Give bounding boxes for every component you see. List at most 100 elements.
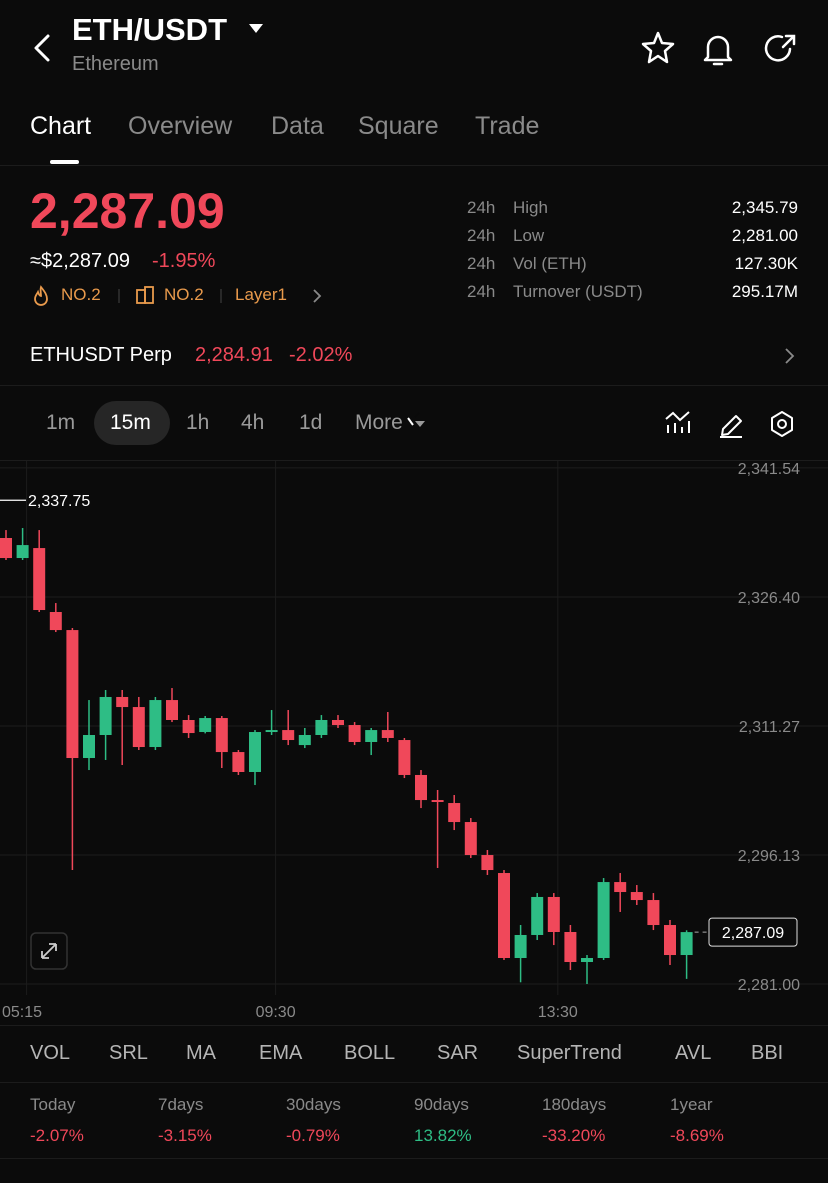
indicator[interactable]: MA [186,1042,216,1064]
indicator[interactable]: SAR [437,1042,479,1064]
back-icon[interactable] [34,34,50,62]
share-icon[interactable] [764,35,792,62]
y-tick-label: 2,281.00 [738,977,800,994]
alert-icon[interactable] [703,35,733,66]
candle-body [464,822,477,856]
divider [0,385,828,386]
candle-body [564,932,577,963]
candle-body [232,752,245,772]
candle-body [182,719,195,734]
candle-body [630,892,643,901]
candle-body [16,545,29,559]
stat-label: Turnover (USDT) [513,282,643,301]
candle-body [249,732,261,772]
indicator[interactable]: BOLL [344,1042,396,1064]
candle-body [132,707,145,748]
high-marker-label: 2,337.75 [28,493,90,510]
divider [0,460,828,461]
x-tick-label: 09:30 [256,1004,296,1021]
y-tick-label: 2,326.40 [738,590,800,607]
indicator[interactable]: AVL [675,1042,712,1064]
candle-body [166,700,178,720]
price-change: -1.95% [152,250,216,272]
candle-body [581,958,593,963]
perp-name[interactable]: ETHUSDT Perp [30,344,172,366]
favorite-icon[interactable] [641,31,675,64]
settings-icon[interactable] [771,411,793,437]
interval[interactable]: 4h [241,411,265,434]
candle-body [398,740,411,775]
indicator[interactable]: EMA [259,1042,303,1064]
tab[interactable]: Trade [475,112,540,140]
y-tick-label: 2,341.54 [738,461,800,478]
candle-body [481,855,494,871]
candle-body [99,696,112,736]
candle-body [199,718,212,733]
perp-arrow[interactable] [780,344,800,368]
candle-body [531,896,544,935]
pair-subtitle: Ethereum [72,53,159,75]
candle-body [215,718,228,753]
candle-body [381,730,394,738]
stat-value: 2,281.00 [731,226,798,245]
candle-body [116,696,129,708]
tag[interactable]: NO.2 [164,285,204,304]
tab[interactable]: Overview [128,112,233,140]
usd-price: ≈$2,287.09 [30,250,130,272]
candle-body [415,774,427,801]
candle-body [66,630,79,759]
chart-tools [407,411,793,438]
tag[interactable]: NO.2 [61,285,101,304]
stat-label: Vol (ETH) [513,254,587,273]
tab[interactable]: Chart [30,112,92,140]
interval[interactable]: More [355,411,403,434]
candle-body [647,900,660,926]
period: 30days [286,1095,341,1114]
interval[interactable]: 1m [46,411,76,434]
last-price: 2,287.09 [30,183,225,239]
pair-title[interactable]: ETH/USDT [72,12,227,47]
indicator-icon[interactable] [665,411,690,422]
stat-value: 295.17M [731,282,798,301]
stat-period: 24h [467,254,496,273]
tab[interactable]: Square [358,112,439,140]
divider [0,1158,828,1159]
stat-label: Low [513,226,545,245]
fullscreen-button[interactable] [30,932,68,970]
interval[interactable]: 1h [186,411,210,434]
indicator[interactable]: VOL [30,1042,71,1064]
period: 180days [542,1095,607,1114]
indicator[interactable]: SRL [109,1042,148,1064]
dropdown-icon[interactable] [249,24,263,33]
more-caret[interactable] [413,419,427,429]
divider [0,165,828,166]
x-tick-label: 05:15 [2,1004,42,1021]
perp-change: -2.02% [289,344,353,366]
tab[interactable]: Data [271,112,324,140]
candle-body [547,896,560,933]
indicator[interactable]: BBI [751,1042,784,1064]
tag[interactable]: Layer1 [235,285,287,304]
y-tick-label: 2,311.27 [739,719,800,736]
indicator[interactable]: SuperTrend [517,1042,622,1064]
candlestick-chart: 2,337.752,281.00 2,281.002,296.132,311.2… [0,460,828,1021]
divider [0,1082,828,1083]
candle-body [33,548,46,611]
candle-body [597,882,610,959]
candle-body [614,882,627,893]
candle-body [265,730,278,733]
period-change: -3.15% [158,1126,212,1145]
candle-body [49,611,62,631]
interval[interactable]: 15m [110,411,151,434]
candle-body [0,537,12,559]
candle-body [448,803,461,823]
draw-icon[interactable] [720,415,742,438]
interval[interactable]: 1d [299,411,323,434]
period: 90days [414,1095,469,1114]
candle-body [365,730,378,742]
y-tick-label: 2,296.13 [738,848,800,865]
candle-body [282,730,295,741]
last-price-box [708,917,798,947]
stat-label: High [513,198,548,217]
